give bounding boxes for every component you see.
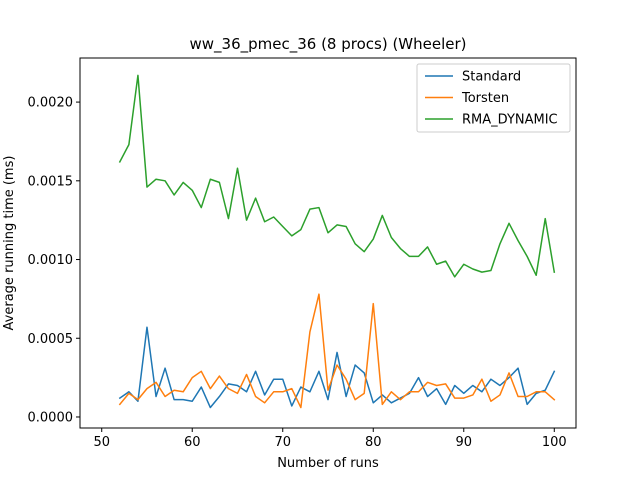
x-tick-label: 70 — [274, 435, 291, 450]
y-tick-label: 0.0005 — [28, 332, 74, 347]
x-tick-label: 50 — [93, 435, 110, 450]
series-layer — [118, 74, 556, 409]
legend-entry: Standard — [462, 70, 521, 85]
x-axis: 50 60 70 80 90 100 — [93, 428, 567, 450]
plot-frame — [79, 57, 577, 429]
x-axis-label: Number of runs — [277, 456, 379, 471]
y-tick-label: 0.0000 — [28, 410, 74, 425]
x-tick-label: 80 — [365, 435, 382, 450]
y-axis-label: Average running time (ms) — [2, 156, 17, 331]
x-tick-label: 60 — [184, 435, 201, 450]
legend: Standard Torsten RMA_DYNAMIC — [416, 63, 571, 133]
series-line-standard — [118, 326, 556, 409]
y-axis: 0.0000 0.0005 0.0010 0.0015 0.0020 — [28, 96, 80, 425]
plot-area — [79, 57, 577, 429]
y-tick-label: 0.0015 — [28, 174, 74, 189]
series-line-torsten — [118, 293, 556, 409]
y-tick-label: 0.0010 — [28, 253, 74, 268]
legend-entry: Torsten — [461, 91, 509, 106]
y-tick-label: 0.0020 — [28, 96, 74, 111]
legend-entry: RMA_DYNAMIC — [462, 113, 558, 128]
series-line-rma-dynamic — [118, 74, 556, 278]
legend-box — [416, 63, 571, 133]
x-tick-label: 90 — [455, 435, 472, 450]
chart-title: ww_36_pmec_36 (8 procs) (Wheeler) — [189, 35, 466, 54]
x-tick-label: 100 — [542, 435, 567, 450]
